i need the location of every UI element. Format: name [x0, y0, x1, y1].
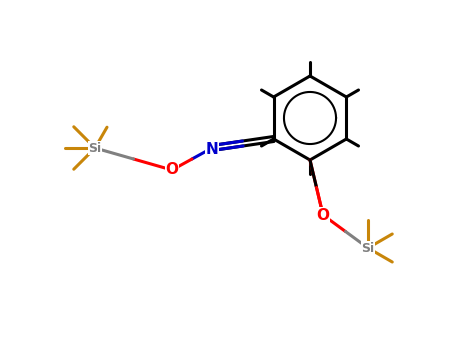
Text: Si: Si	[88, 141, 101, 154]
Text: O: O	[166, 162, 178, 177]
Text: Si: Si	[361, 241, 374, 254]
Text: N: N	[206, 141, 218, 156]
Text: O: O	[317, 208, 329, 223]
